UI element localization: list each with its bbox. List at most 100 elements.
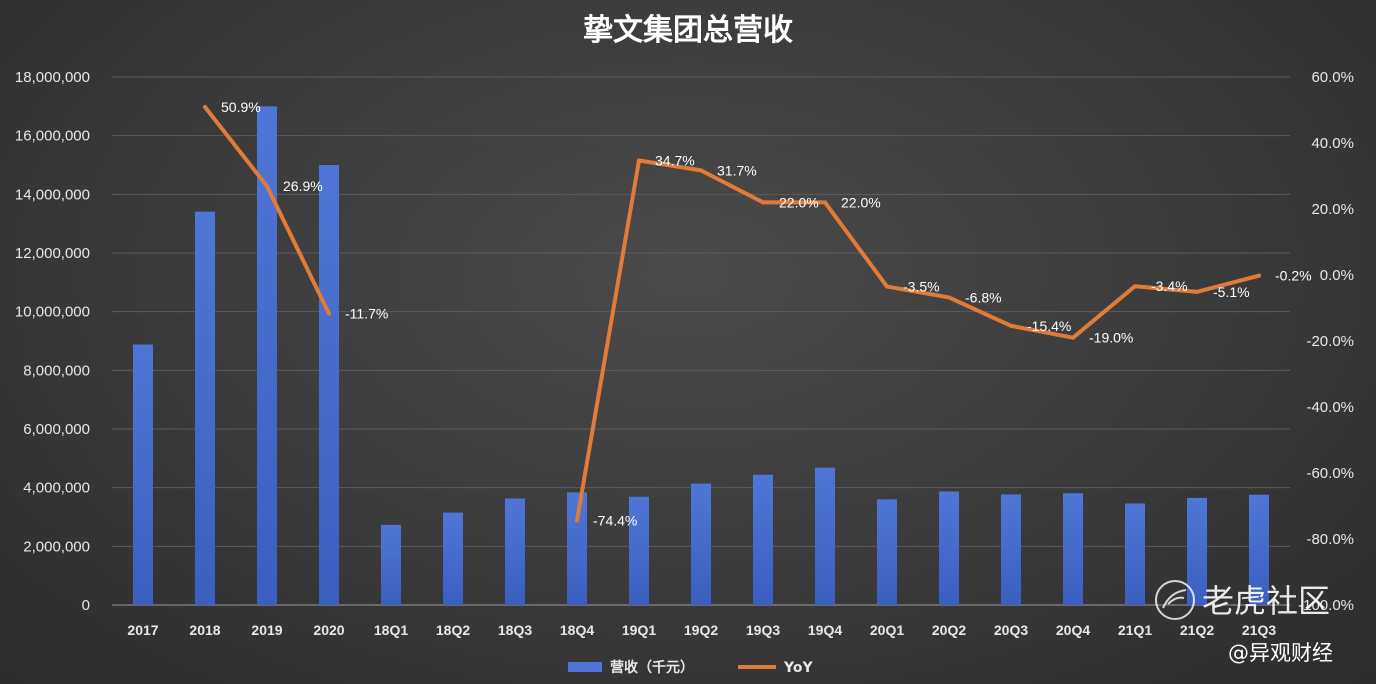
x-tick-label: 18Q1 (374, 622, 408, 638)
yoy-point (265, 184, 269, 189)
left-tick-label: 18,000,000 (15, 69, 90, 86)
x-tick-label: 18Q3 (498, 622, 532, 638)
x-tick-label: 21Q1 (1118, 622, 1152, 638)
x-tick-label: 20Q3 (994, 622, 1028, 638)
yoy-data-label: 22.0% (779, 194, 819, 210)
right-tick-label: 0.0% (1320, 267, 1354, 284)
watermark: 老虎社区 @异观财经 (1155, 580, 1333, 665)
left-axis: 0 2,000,000 4,000,000 6,000,000 8,000,000 10,… (15, 69, 90, 614)
bar (319, 165, 339, 605)
bar (1001, 494, 1021, 605)
bar (1187, 497, 1207, 605)
bar (195, 211, 215, 605)
bar (1249, 494, 1269, 605)
yoy-point (637, 158, 641, 163)
bar (1063, 493, 1083, 605)
logo-text: 老虎社区 (1202, 582, 1330, 620)
yoy-point (203, 105, 207, 110)
yoy-data-label: -6.8% (965, 289, 1002, 305)
bar (505, 498, 525, 605)
yoy-data-label: 34.7% (655, 152, 695, 168)
right-tick-label: 60.0% (1311, 69, 1354, 86)
x-tick-label: 21Q3 (1242, 622, 1276, 638)
bar (133, 344, 153, 605)
yoy-point (885, 284, 889, 289)
bar (877, 499, 897, 605)
yoy-point (1009, 323, 1013, 328)
yoy-data-label: 22.0% (841, 194, 881, 210)
yoy-data-label: -5.1% (1213, 284, 1250, 300)
left-tick-label: 4,000,000 (23, 480, 90, 497)
left-tick-label: 10,000,000 (15, 304, 90, 321)
x-tick-label: 18Q4 (560, 622, 594, 638)
x-tick-label: 19Q3 (746, 622, 780, 638)
bar (691, 483, 711, 605)
bar (1125, 503, 1145, 605)
x-tick-label: 20Q2 (932, 622, 966, 638)
gridlines (112, 76, 1290, 606)
right-tick-label: 40.0% (1311, 135, 1354, 152)
bar (939, 491, 959, 605)
yoy-data-label: -19.0% (1089, 330, 1133, 346)
right-axis: -100.0% -80.0% -60.0% -40.0% -20.0% 0.0% 20.0%… (1298, 69, 1354, 614)
left-tick-label: 2,000,000 (23, 538, 90, 555)
right-tick-label: 20.0% (1311, 201, 1354, 218)
left-tick-label: 8,000,000 (23, 362, 90, 379)
yoy-point (1195, 289, 1199, 294)
x-tick-label: 19Q2 (684, 622, 718, 638)
legend-label-revenue: 营收（千元） (610, 659, 694, 676)
bar (381, 524, 401, 605)
bar (753, 474, 773, 605)
bar (815, 467, 835, 605)
yoy-point (823, 200, 827, 205)
x-tick-label: 19Q4 (808, 622, 842, 638)
bar (567, 492, 587, 605)
right-tick-label: -60.0% (1306, 465, 1354, 482)
x-tick-label: 20Q4 (1056, 622, 1090, 638)
bar (257, 106, 277, 605)
yoy-data-label: 26.9% (283, 178, 323, 194)
yoy-data-label: 31.7% (717, 162, 757, 178)
bar (629, 496, 649, 605)
yoy-point (947, 295, 951, 300)
right-tick-label: -100.0% (1298, 597, 1354, 614)
yoy-data-label: -15.4% (1027, 318, 1071, 334)
left-tick-label: 16,000,000 (15, 128, 90, 145)
right-tick-label: -20.0% (1306, 333, 1354, 350)
bar (443, 512, 463, 605)
yoy-point (327, 311, 331, 316)
legend-label-yoy: YoY (783, 660, 813, 676)
yoy-point (761, 200, 765, 205)
yoy-data-label: -3.4% (1151, 278, 1188, 294)
left-tick-label: 14,000,000 (15, 186, 90, 203)
yoy-point (575, 518, 579, 523)
yoy-point (699, 168, 703, 173)
right-tick-label: -40.0% (1306, 399, 1354, 416)
logo-icon (1155, 580, 1195, 620)
yoy-data-label: -3.5% (903, 279, 940, 295)
x-tick-label: 20Q1 (870, 622, 904, 638)
left-tick-label: 0 (82, 597, 90, 614)
bar-series (133, 106, 1269, 605)
x-tick-label: 18Q2 (436, 622, 470, 638)
yoy-point (1133, 284, 1137, 289)
yoy-point (1257, 273, 1261, 278)
yoy-data-label: -0.2% (1275, 268, 1312, 284)
x-tick-label: 2019 (251, 622, 282, 638)
left-tick-label: 6,000,000 (23, 421, 90, 438)
yoy-point (1071, 335, 1075, 340)
yoy-data-label: 50.9% (221, 99, 261, 115)
right-tick-label: -80.0% (1306, 531, 1354, 548)
legend-swatch-bar (568, 662, 602, 672)
credit-text: @异观财经 (1228, 641, 1333, 665)
x-tick-label: 21Q2 (1180, 622, 1214, 638)
x-tick-label: 2017 (127, 622, 158, 638)
x-tick-label: 19Q1 (622, 622, 656, 638)
yoy-data-label: -74.4% (593, 513, 637, 529)
yoy-data-label: -11.7% (345, 306, 388, 322)
x-tick-label: 2018 (189, 622, 220, 638)
x-tick-label: 2020 (313, 622, 344, 638)
left-tick-label: 12,000,000 (15, 245, 90, 262)
yoy-line (575, 158, 1261, 523)
